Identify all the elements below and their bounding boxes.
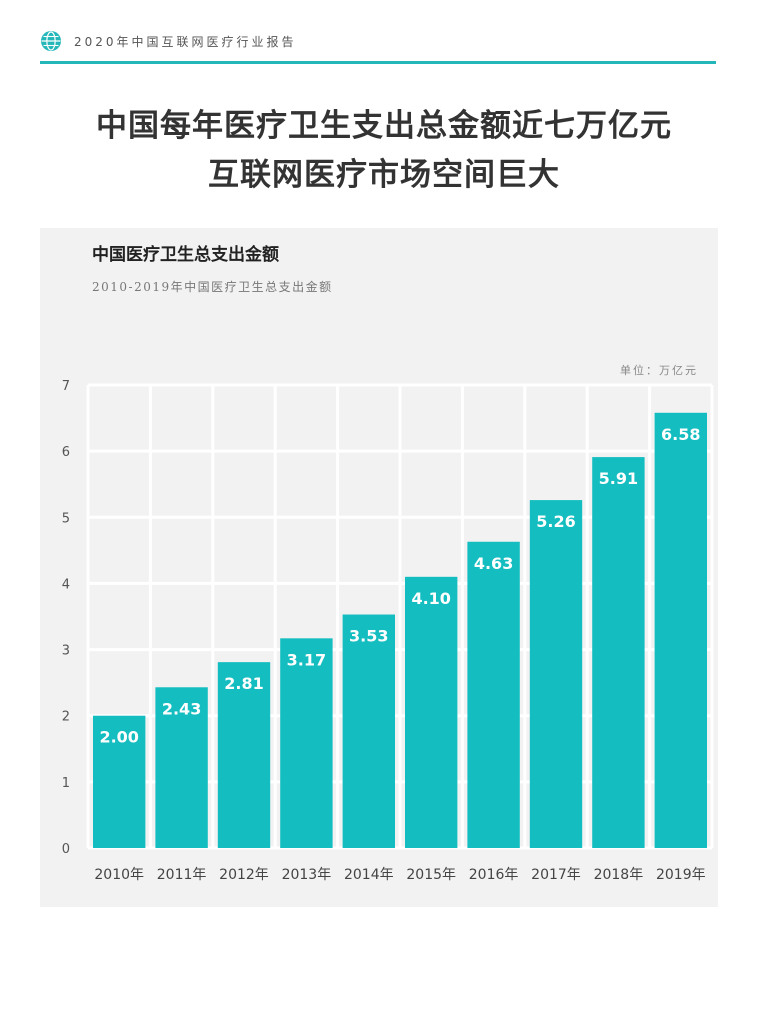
x-tick-label: 2018年	[594, 867, 644, 883]
bar-data-label: 2.81	[224, 674, 263, 693]
y-tick-label: 0	[62, 842, 70, 857]
y-tick-label: 3	[62, 644, 70, 659]
x-tick-label: 2017年	[531, 867, 581, 883]
headline-line-2: 互联网医疗市场空间巨大	[208, 157, 560, 193]
x-tick-label: 2015年	[406, 867, 456, 883]
bar	[342, 614, 395, 848]
bar-data-label: 4.10	[411, 589, 450, 608]
x-tick-label: 2013年	[282, 867, 332, 883]
bar	[654, 412, 707, 848]
bar	[405, 576, 458, 848]
globe-icon	[41, 31, 61, 51]
bar-chart: 0 1 2 3 4 5 6 7 2.00 2010年 2.43 2011年 2.81 2012年 3.17 2…	[62, 379, 714, 883]
bar-data-label: 2.43	[162, 699, 201, 718]
bar	[217, 662, 271, 848]
y-tick-label: 5	[62, 511, 70, 526]
bar-data-label: 3.17	[287, 650, 326, 669]
header-divider	[40, 61, 716, 64]
x-tick-label: 2011年	[157, 867, 207, 883]
report-header: 2020年中国互联网医疗行业报告	[40, 30, 716, 64]
x-tick-label: 2014年	[344, 867, 394, 883]
x-tick-label: 2016年	[469, 867, 519, 883]
page-headline: 中国每年医疗卫生支出总金额近七万亿元 互联网医疗市场空间巨大	[0, 102, 768, 200]
report-title: 2020年中国互联网医疗行业报告	[74, 35, 297, 49]
chart-title: 中国医疗卫生总支出金额	[92, 245, 279, 265]
y-tick-label: 6	[62, 445, 70, 460]
chart-unit-label: 单位：万亿元	[620, 364, 698, 377]
y-tick-label: 7	[62, 379, 70, 394]
bar-data-label: 3.53	[349, 627, 388, 646]
bar	[529, 500, 583, 848]
y-tick-label: 2	[62, 710, 70, 725]
bar-data-label: 4.63	[474, 554, 513, 573]
bar-data-label: 5.26	[536, 512, 575, 531]
headline-line-1: 中国每年医疗卫生支出总金额近七万亿元	[96, 108, 672, 144]
bar	[280, 638, 333, 848]
bar-data-label: 5.91	[599, 469, 638, 488]
y-tick-label: 4	[62, 577, 70, 592]
x-tick-label: 2019年	[656, 867, 706, 883]
bar-data-label: 2.00	[99, 728, 138, 747]
y-tick-label: 1	[62, 776, 70, 791]
chart-subtitle: 2010-2019年中国医疗卫生总支出金额	[92, 280, 333, 294]
chart-panel: 中国医疗卫生总支出金额 2010-2019年中国医疗卫生总支出金额 单位：万亿元…	[40, 228, 718, 907]
bar-data-label: 6.58	[661, 425, 700, 444]
bar	[592, 457, 645, 848]
x-tick-label: 2010年	[94, 867, 144, 883]
x-tick-label: 2012年	[219, 867, 269, 883]
bar	[467, 541, 520, 848]
bar	[93, 715, 146, 848]
bar	[155, 687, 208, 848]
